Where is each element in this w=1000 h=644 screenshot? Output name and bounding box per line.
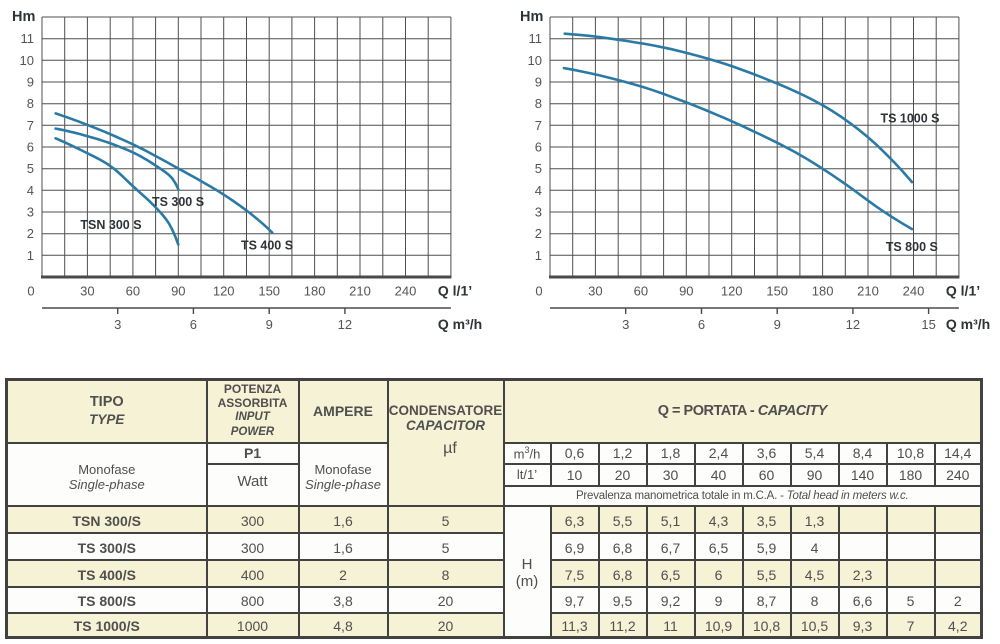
- svg-text:4: 4: [27, 183, 34, 198]
- svg-text:180: 180: [812, 284, 834, 299]
- svg-text:TSN 300 S: TSN 300 S: [80, 218, 141, 232]
- svg-text:30: 30: [80, 284, 94, 299]
- svg-text:90: 90: [171, 284, 185, 299]
- svg-text:Q l/1’: Q l/1’: [438, 283, 472, 299]
- svg-text:10: 10: [528, 53, 542, 68]
- svg-text:5: 5: [535, 161, 542, 176]
- svg-text:210: 210: [349, 284, 371, 299]
- svg-text:1: 1: [27, 248, 34, 263]
- svg-text:6: 6: [535, 140, 542, 155]
- svg-text:TS 400 S: TS 400 S: [241, 239, 293, 253]
- svg-text:210: 210: [857, 284, 879, 299]
- svg-text:30: 30: [588, 284, 602, 299]
- svg-text:TS 1000 S: TS 1000 S: [880, 112, 939, 126]
- svg-text:9: 9: [266, 317, 273, 332]
- svg-text:12: 12: [846, 317, 860, 332]
- svg-text:2: 2: [27, 226, 34, 241]
- svg-text:3: 3: [114, 317, 121, 332]
- svg-text:Q m³/h: Q m³/h: [438, 316, 482, 332]
- svg-text:12: 12: [338, 317, 352, 332]
- svg-text:150: 150: [258, 284, 280, 299]
- svg-text:150: 150: [766, 284, 788, 299]
- svg-text:TS 800 S: TS 800 S: [886, 240, 938, 254]
- svg-text:240: 240: [395, 284, 417, 299]
- svg-text:TS 300 S: TS 300 S: [152, 195, 204, 209]
- svg-text:120: 120: [721, 284, 743, 299]
- svg-text:180: 180: [304, 284, 326, 299]
- svg-text:Q m³/h: Q m³/h: [946, 316, 990, 332]
- svg-text:7: 7: [27, 118, 34, 133]
- svg-text:15: 15: [921, 317, 935, 332]
- svg-text:11: 11: [529, 31, 543, 46]
- svg-text:4: 4: [535, 183, 542, 198]
- svg-text:5: 5: [27, 161, 34, 176]
- svg-text:8: 8: [27, 96, 34, 111]
- svg-text:240: 240: [903, 284, 925, 299]
- svg-text:6: 6: [698, 317, 705, 332]
- svg-text:2: 2: [535, 226, 542, 241]
- svg-text:11: 11: [21, 31, 35, 46]
- svg-text:Hm: Hm: [520, 9, 543, 25]
- svg-text:60: 60: [634, 284, 648, 299]
- svg-text:9: 9: [774, 317, 781, 332]
- svg-text:6: 6: [27, 140, 34, 155]
- svg-text:60: 60: [126, 284, 140, 299]
- svg-text:90: 90: [679, 284, 693, 299]
- svg-text:10: 10: [20, 53, 34, 68]
- svg-text:8: 8: [535, 96, 542, 111]
- svg-text:3: 3: [535, 205, 542, 220]
- svg-text:9: 9: [535, 75, 542, 90]
- svg-text:Q l/1’: Q l/1’: [946, 283, 980, 299]
- svg-text:6: 6: [190, 317, 197, 332]
- svg-text:3: 3: [27, 205, 34, 220]
- svg-text:1: 1: [535, 248, 542, 263]
- svg-text:120: 120: [213, 284, 235, 299]
- svg-text:Hm: Hm: [12, 9, 35, 25]
- svg-text:0: 0: [27, 284, 34, 299]
- svg-text:0: 0: [535, 284, 542, 299]
- svg-text:7: 7: [535, 118, 542, 133]
- svg-text:9: 9: [27, 75, 34, 90]
- svg-text:3: 3: [622, 317, 629, 332]
